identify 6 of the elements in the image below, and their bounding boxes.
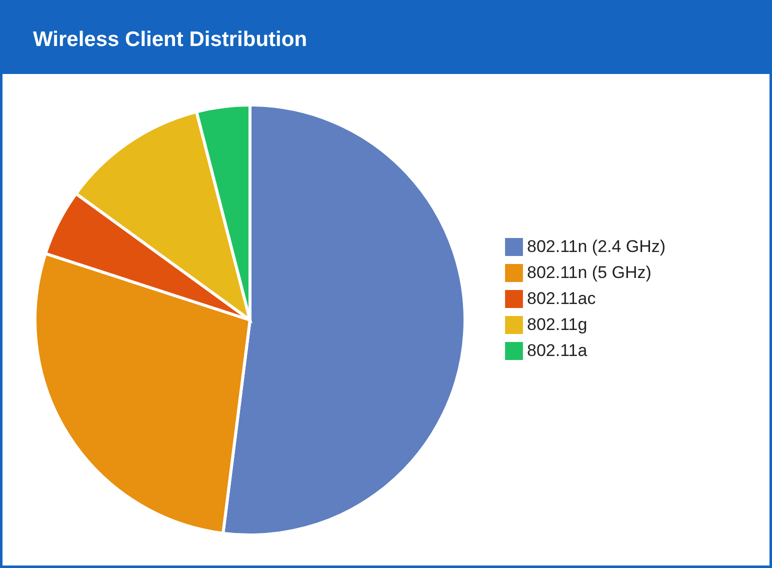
legend-label: 802.11g (527, 315, 588, 334)
legend-label: 802.11a (527, 341, 588, 360)
legend-label: 802.11ac (527, 289, 596, 308)
legend-label: 802.11n (5 GHz) (527, 263, 652, 282)
legend-label: 802.11n (2.4 GHz) (527, 237, 666, 256)
chart-title: Wireless Client Distribution (33, 28, 308, 51)
